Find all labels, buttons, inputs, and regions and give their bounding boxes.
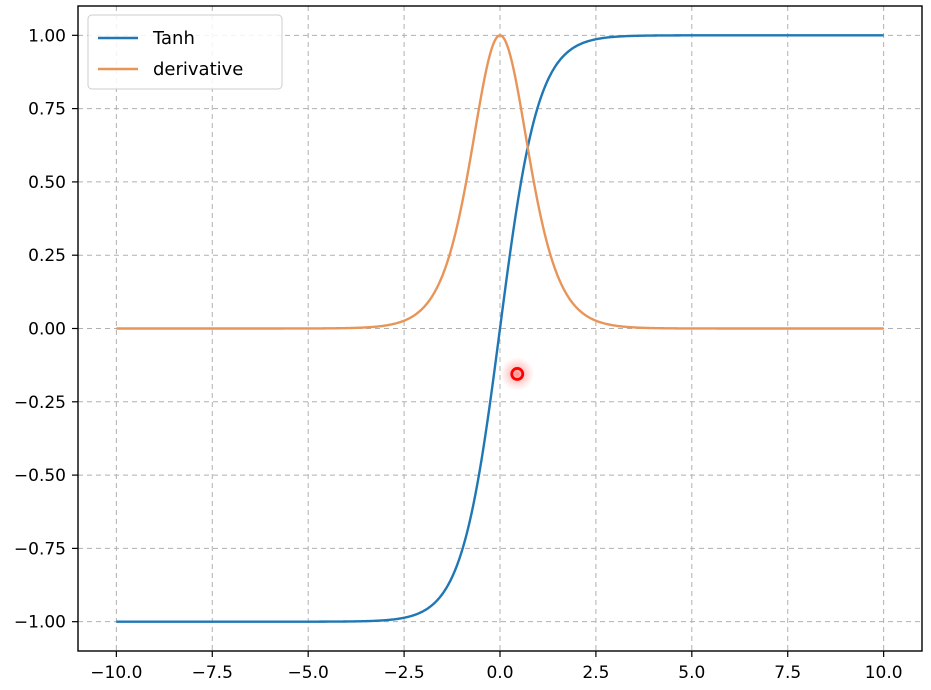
legend-label: derivative xyxy=(153,59,243,80)
y-tick-label: −0.25 xyxy=(14,393,66,413)
legend-box xyxy=(87,14,283,90)
y-tick-label: 0.75 xyxy=(28,100,66,120)
legend: Tanh derivative xyxy=(87,14,283,90)
x-tick-label: −5.0 xyxy=(288,663,329,683)
y-tick-label: 0.25 xyxy=(28,246,66,266)
x-tick-label: 2.5 xyxy=(582,663,609,683)
x-tick-label: 10.0 xyxy=(865,663,903,683)
x-tick-label: −7.5 xyxy=(192,663,233,683)
cursor-ring xyxy=(510,367,525,381)
cursor-glow xyxy=(500,356,535,391)
y-tick-label: 0.00 xyxy=(28,320,66,340)
y-tick-label: −0.50 xyxy=(14,466,66,486)
cursor-marker xyxy=(500,356,535,391)
x-tick-label: −10.0 xyxy=(90,663,142,683)
y-tick-label: −0.75 xyxy=(14,539,66,559)
series-line-derivative xyxy=(116,34,884,330)
series-line-tanh xyxy=(116,34,884,623)
series-lines xyxy=(116,34,884,623)
legend-label: Tanh xyxy=(152,28,195,49)
y-tick-label: −1.00 xyxy=(14,613,66,633)
y-tick-label: 1.00 xyxy=(28,26,66,46)
x-tick-label: 5.0 xyxy=(678,663,705,683)
x-tick-label: 7.5 xyxy=(774,663,801,683)
x-tick-label: 0.0 xyxy=(486,663,513,683)
axis-ticks: −10.0 −7.5 −5.0 −2.5 0.0 2.5 5.0 7.5 10.0 1.00 0.7… xyxy=(14,26,903,683)
x-tick-label: −2.5 xyxy=(383,663,424,683)
y-tick-label: 0.50 xyxy=(28,173,66,193)
